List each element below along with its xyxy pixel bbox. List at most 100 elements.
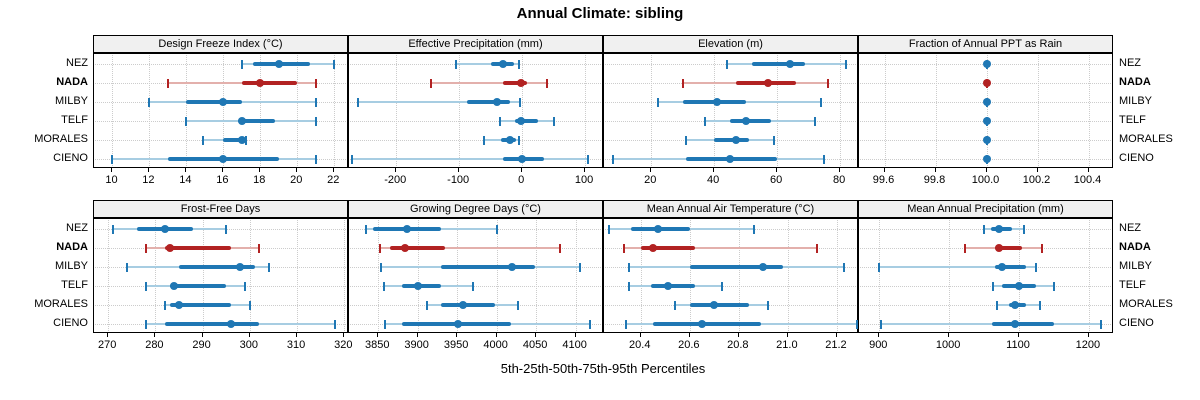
median-dot [401,244,410,252]
median-dot [649,244,658,252]
median-dot [256,79,265,87]
gridline-vertical [202,220,204,331]
median-dot [982,136,991,144]
iqr-bar-25-75 [390,246,446,250]
whisker-cap [612,154,615,164]
site-label-right: MORALES [1119,133,1173,145]
gridline-vertical [457,220,459,331]
whisker-cap [681,78,684,88]
whisker-cap [202,135,205,145]
median-dot [1011,301,1020,309]
axis-tick-label: 320 [334,339,353,351]
axis-tick [985,168,987,172]
axis-tick [584,168,586,172]
panel-strip: Effective Precipitation (mm) [348,35,603,53]
axis-tick [650,168,652,172]
gridline-vertical [496,220,498,331]
axis-tick [107,333,109,337]
site-label-right: TELF [1119,114,1146,126]
axis-tick-label: 20.4 [629,339,651,351]
axis-tick-label: 4050 [522,339,548,351]
axis-tick-label: 4100 [562,339,587,351]
whisker-range-5-95 [358,101,521,103]
iqr-bar-25-75 [466,100,510,104]
axis-tick [296,168,298,172]
whisker-cap [126,262,129,272]
whisker-cap [148,97,151,107]
axis-tick-label: 280 [145,339,164,351]
gridline-vertical [840,55,842,166]
panel-body [348,218,603,333]
median-dot [653,225,662,233]
panel-strip: Fraction of Annual PPT as Rain [858,35,1113,53]
gridline-vertical [459,55,461,166]
median-dot [499,60,508,68]
median-dot [160,225,169,233]
axis-tick-label: 99.6 [872,174,895,186]
whisker-cap [351,154,354,164]
whisker-cap [627,281,630,291]
gridline-horizontal [350,286,601,287]
whisker-cap [773,135,775,145]
whisker-cap [1100,319,1103,329]
panel-body [93,53,348,168]
median-dot [219,155,228,163]
median-dot [175,301,183,309]
axis-tick [111,168,113,172]
axis-tick [737,333,739,337]
axis-tick-label: 100.2 [1022,174,1051,186]
axis-tick-label: 900 [869,339,888,351]
median-dot [1014,282,1023,290]
iqr-bar-25-75 [729,119,771,123]
panel-strip: Mean Annual Precipitation (mm) [858,200,1113,218]
site-label-right: MILBY [1119,260,1153,272]
median-dot [459,301,468,309]
axis-tick-label: 1100 [1006,339,1030,351]
iqr-bar-25-75 [186,100,242,104]
axis-tick [1087,168,1089,172]
median-dot [759,263,768,271]
site-label-right: NADA [1119,76,1151,88]
median-dot [982,79,991,87]
axis-tick [835,333,837,337]
whisker-cap [855,319,858,329]
axis-tick-label: 290 [192,339,211,351]
axis-tick-label: 310 [286,339,306,351]
axis-tick-label: 20.6 [678,339,700,351]
gridline-vertical [249,220,251,331]
iqr-bar-25-75 [650,284,695,288]
whisker-cap [267,262,270,272]
site-label-left: NADA [56,241,88,253]
whisker-cap [258,243,261,253]
axis-tick-label: 21.0 [776,339,798,351]
median-dot [741,117,750,125]
axis-tick [713,168,715,172]
panel-strip: Design Freeze Index (°C) [93,35,348,53]
whisker-cap [627,262,630,272]
axis-tick-label: 3850 [364,339,390,351]
median-dot [982,117,991,125]
gridline-vertical [108,220,110,331]
panel-body [603,53,858,168]
median-dot [982,60,991,68]
whisker-cap [823,154,826,164]
panel-strip: Mean Annual Air Temperature (°C) [603,200,858,218]
site-label-right: TELF [1119,279,1146,291]
axis-tick-label: 18 [253,174,266,186]
whisker-cap [163,300,166,310]
site-label-right: CIENO [1119,317,1154,329]
whisker-cap [578,262,581,272]
panel-strip: Elevation (m) [603,35,858,53]
median-dot [995,225,1004,233]
median-dot [165,244,174,252]
gridline-vertical [1088,55,1090,166]
axis-tick [535,333,537,337]
gridline-vertical [949,220,951,331]
whisker-cap [843,262,846,272]
iqr-bar-25-75 [238,119,276,123]
axis-tick-label: 3950 [443,339,469,351]
whisker-cap [1052,281,1055,291]
site-label-left: TELF [61,114,88,126]
axis-tick [839,168,841,172]
whisker-range-5-95 [379,247,560,249]
